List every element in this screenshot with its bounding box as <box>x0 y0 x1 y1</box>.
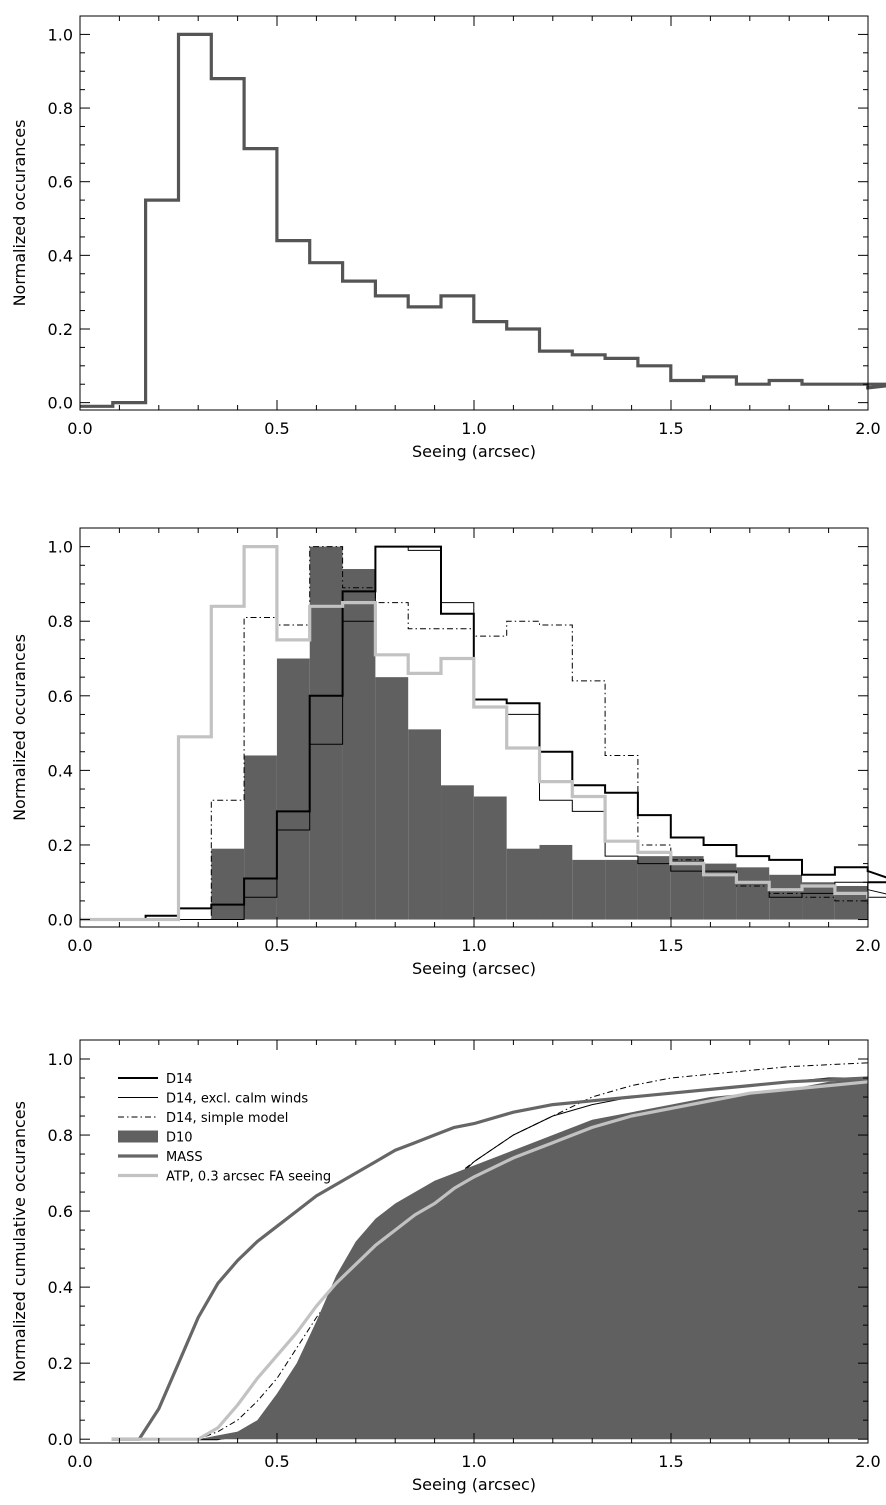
y-tick-label: 1.0 <box>48 25 73 44</box>
y-axis: 0.0 0.2 0.4 0.6 0.8 1.0 Normalized cumulative … <box>10 1050 868 1449</box>
series-d10-bar <box>572 859 606 920</box>
x-tick-label: 0.0 <box>67 936 92 955</box>
series-data-line <box>80 32 886 408</box>
series-d10-bar <box>605 859 638 920</box>
legend-item: D10 <box>118 1130 193 1146</box>
x-tick-label: 1.0 <box>461 936 486 955</box>
legend-label: MASS <box>166 1150 203 1165</box>
series-d10-bar <box>408 729 442 920</box>
legend-swatch <box>118 1130 158 1143</box>
x-tick-label: 1.0 <box>461 419 486 438</box>
series-d10-bar <box>637 856 671 920</box>
plot-area <box>80 545 886 922</box>
series-d10-bar <box>703 863 737 920</box>
y-axis-label: Normalized occurances <box>10 634 29 821</box>
series-d10-bar <box>441 785 474 920</box>
x-axis: 0.0 0.5 1.0 1.5 2.0 Seeing (arcsec) <box>67 16 881 461</box>
series-d10-bar <box>375 677 409 920</box>
y-tick-label: 0.6 <box>48 173 73 192</box>
legend-label: D14 <box>166 1072 193 1087</box>
y-tick-label: 0.2 <box>48 836 73 855</box>
legend-label: D14, excl. calm winds <box>166 1092 308 1107</box>
axes-frame <box>79 15 869 411</box>
series-d10-bar <box>473 796 507 920</box>
legend-item: ATP, 0.3 arcsec FA seeing <box>118 1170 331 1185</box>
series-d10-bar <box>309 546 343 920</box>
x-tick-label: 1.0 <box>461 1452 486 1471</box>
y-tick-label: 0.0 <box>48 394 73 413</box>
y-tick-label: 0.8 <box>48 99 73 118</box>
y-tick-label: 0.6 <box>48 1202 73 1221</box>
series-d10 <box>211 546 869 920</box>
x-axis: 0.0 0.5 1.0 1.5 2.0 Seeing (arcsec) <box>67 1040 881 1494</box>
legend-label: D10 <box>166 1131 193 1146</box>
y-tick-label: 0.4 <box>48 246 73 265</box>
y-tick-label: 0.8 <box>48 1126 73 1145</box>
series-d10-bar <box>670 856 704 920</box>
x-axis-label: Seeing (arcsec) <box>412 1475 536 1494</box>
x-axis-label: Seeing (arcsec) <box>412 959 536 978</box>
y-tick-label: 0.2 <box>48 1354 73 1373</box>
y-axis-label: Normalized occurances <box>10 120 29 307</box>
x-tick-label: 0.5 <box>264 419 289 438</box>
y-tick-label: 0.8 <box>48 612 73 631</box>
series-d10-bar <box>276 658 310 920</box>
plot-area <box>111 1062 869 1441</box>
legend-label: ATP, 0.3 arcsec FA seeing <box>166 1170 331 1185</box>
series-d10-bar <box>342 569 376 920</box>
series-mass-line <box>111 1076 869 1441</box>
series-d10-bar <box>539 844 573 920</box>
y-axis-label: Normalized cumulative occurances <box>10 1101 29 1382</box>
y-tick-label: 0.6 <box>48 687 73 706</box>
x-tick-label: 0.0 <box>67 1452 92 1471</box>
legend-item: D14, excl. calm winds <box>118 1092 308 1107</box>
y-tick-label: 0.4 <box>48 1278 73 1297</box>
x-tick-label: 0.5 <box>264 936 289 955</box>
y-axis: 0.0 0.2 0.4 0.6 0.8 1.0 Normalized occurances <box>10 25 868 413</box>
x-tick-label: 1.5 <box>658 1452 683 1471</box>
legend-label: D14, simple model <box>166 1111 288 1126</box>
series-d10-bar <box>834 885 868 920</box>
series-atp-0-3-arcsec-fa-seeing-line <box>80 545 870 922</box>
y-tick-label: 1.0 <box>48 538 73 557</box>
x-tick-label: 0.5 <box>264 1452 289 1471</box>
y-tick-label: 0.4 <box>48 761 73 780</box>
series-d10-area <box>111 1078 868 1440</box>
series-atp-0-3-arcsec-fa-seeing-line <box>111 1080 869 1441</box>
x-tick-label: 2.0 <box>855 936 880 955</box>
x-tick-label: 1.5 <box>658 936 683 955</box>
series-d10-bar <box>802 882 835 920</box>
y-tick-label: 0.2 <box>48 320 73 339</box>
legend: D14 D14, excl. calm winds D14, simple mode… <box>118 1072 331 1185</box>
y-tick-label: 1.0 <box>48 1050 73 1069</box>
legend-item: D14, simple model <box>118 1111 288 1126</box>
legend-item: MASS <box>118 1150 203 1165</box>
series-d10-bar <box>736 867 770 920</box>
x-tick-label: 2.0 <box>855 1452 880 1471</box>
series-d10-bar <box>506 848 540 920</box>
y-axis: 0.0 0.2 0.4 0.6 0.8 1.0 Normalized occurances <box>10 538 868 930</box>
legend-item: D14 <box>118 1072 193 1087</box>
x-axis-label: Seeing (arcsec) <box>412 442 536 461</box>
x-tick-label: 2.0 <box>855 419 880 438</box>
series-d10-bar <box>211 848 245 920</box>
x-tick-label: 0.0 <box>67 419 92 438</box>
plot-area <box>80 32 886 408</box>
x-axis: 0.0 0.5 1.0 1.5 2.0 Seeing (arcsec) <box>67 528 881 978</box>
x-tick-label: 1.5 <box>658 419 683 438</box>
y-tick-label: 0.0 <box>48 911 73 930</box>
y-tick-label: 0.0 <box>48 1430 73 1449</box>
series-d10-bar <box>244 755 277 920</box>
